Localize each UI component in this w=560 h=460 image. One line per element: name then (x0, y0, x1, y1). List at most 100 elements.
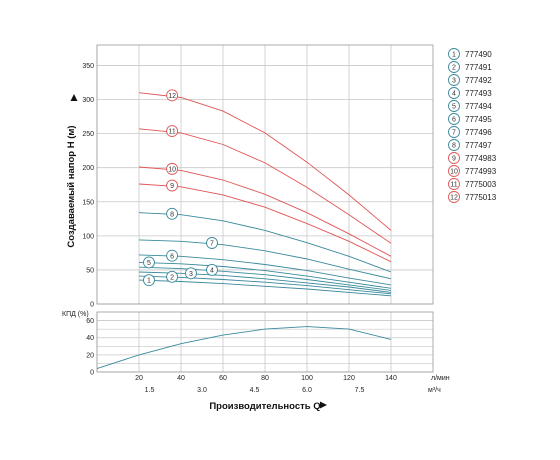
x-tick-label-m3h: 3.0 (197, 387, 207, 394)
legend-marker-6 (448, 113, 460, 125)
legend-marker-label: 5 (452, 104, 456, 111)
legend-marker-label: 6 (452, 117, 456, 124)
series-line-7 (138, 239, 392, 280)
legend-marker-7 (448, 126, 460, 138)
legend-item-label: 7775013 (465, 193, 497, 202)
series-line-12 (138, 92, 392, 231)
legend-marker-label: 10 (450, 169, 458, 176)
legend-item-label: 777495 (465, 115, 492, 124)
series-marker-9 (166, 179, 179, 192)
series-marker-label: 10 (168, 166, 176, 173)
series-marker-5 (143, 256, 155, 269)
series-marker-label: 12 (168, 93, 176, 100)
x-axis-arrow-icon (320, 401, 327, 409)
head-chart: 0 50 100 150 200 250 300 350 Создаваемый напор Н… (66, 44, 434, 309)
series-marker-11 (166, 125, 179, 138)
y-tick-label: 150 (82, 199, 94, 206)
legend-marker-9 (448, 152, 460, 164)
x-tick-label-m3h: 1.5 (145, 387, 155, 394)
series-marker-label: 4 (210, 268, 214, 275)
series-marker-12 (166, 89, 179, 102)
x-tick-label-lpm: 140 (385, 375, 397, 382)
series-marker-7 (206, 237, 218, 249)
x-tick-label-lpm: 80 (261, 375, 269, 382)
legend-marker-label: 8 (452, 143, 456, 150)
legend-marker-label: 2 (452, 65, 456, 72)
efficiency-axis-title: КПД (%) (62, 311, 89, 318)
series-line-6 (138, 254, 392, 286)
legend-marker-label: 7 (452, 130, 456, 137)
legend-marker-label: 11 (450, 182, 457, 189)
y-tick-label: 0 (90, 370, 94, 377)
series-marker-label: 7 (210, 241, 214, 248)
series-line-4 (138, 266, 392, 291)
legend-item-label: 777494 (465, 102, 492, 111)
legend-item-label: 7774993 (465, 167, 497, 176)
series-marker-label: 11 (168, 129, 175, 136)
y-tick-label: 200 (82, 165, 94, 172)
legend-marker-8 (448, 139, 460, 151)
legend-item-label: 777492 (465, 76, 492, 85)
x-tick-label-lpm: 60 (219, 375, 227, 382)
legend-marker-3 (448, 74, 460, 86)
y-tick-label: 100 (82, 233, 94, 240)
x-tick-label-lpm: 20 (135, 375, 143, 382)
x-axis-title: Производительность Q (209, 401, 320, 412)
y-tick-label: 350 (82, 63, 94, 70)
legend-marker-label: 4 (452, 91, 456, 98)
legend-marker-label: 12 (450, 195, 458, 202)
y-tick-label: 300 (82, 97, 94, 104)
legend-marker-12 (448, 191, 460, 203)
y-tick-label: 20 (86, 352, 94, 359)
x-tick-label-lpm: 120 (343, 375, 355, 382)
series-line-5 (138, 261, 392, 289)
legend-marker-2 (448, 61, 460, 73)
legend: 1 777490 2 777491 3 777492 4 777493 5 777494 6 7774… (448, 48, 497, 203)
series-line-2 (138, 275, 392, 295)
legend-item-label: 7775003 (465, 180, 497, 189)
series-marker-6 (166, 249, 179, 262)
series-line-10 (138, 166, 392, 257)
legend-marker-11 (448, 178, 460, 190)
series-marker-label: 9 (170, 183, 174, 190)
series-line-8 (138, 212, 392, 273)
x-tick-label-m3h: 4.5 (250, 387, 260, 394)
legend-marker-label: 1 (452, 52, 456, 59)
legend-marker-4 (448, 87, 460, 99)
y-axis-arrow-icon (70, 94, 78, 101)
series-marker-label: 1 (147, 278, 151, 285)
x-unit-m3h: м³/ч (428, 387, 441, 394)
x-tick-label-lpm: 40 (177, 375, 185, 382)
series-marker-label: 5 (147, 260, 151, 267)
y-tick-label: 250 (82, 131, 94, 138)
series-marker-label: 8 (170, 211, 174, 218)
series-marker-label: 3 (189, 271, 193, 278)
series-marker-1 (143, 274, 155, 287)
legend-marker-label: 9 (452, 156, 456, 163)
efficiency-line (96, 326, 392, 370)
y-tick-label: 60 (86, 318, 94, 325)
series-marker-8 (166, 207, 179, 220)
series-line-1 (138, 279, 392, 297)
x-unit-lpm: л/мин (431, 375, 450, 382)
legend-marker-label: 3 (452, 78, 456, 85)
legend-marker-5 (448, 100, 460, 112)
series-line-3 (138, 271, 392, 293)
series-marker-label: 2 (170, 274, 174, 281)
y-tick-label: 40 (86, 335, 94, 342)
plot-frame (96, 311, 434, 373)
legend-item-label: 777497 (465, 141, 492, 150)
legend-item-label: 777493 (465, 89, 492, 98)
x-tick-label-m3h: 7.5 (355, 387, 365, 394)
legend-item-label: 777496 (465, 128, 492, 137)
legend-item-label: 777490 (465, 50, 492, 59)
x-tick-label-m3h: 6.0 (302, 387, 312, 394)
legend-marker-10 (448, 165, 460, 177)
series-line-11 (138, 128, 392, 244)
legend-item-label: 7774983 (465, 154, 497, 163)
legend-item-label: 777491 (465, 63, 492, 72)
series-marker-4 (206, 263, 218, 276)
plot-frame (96, 44, 434, 305)
